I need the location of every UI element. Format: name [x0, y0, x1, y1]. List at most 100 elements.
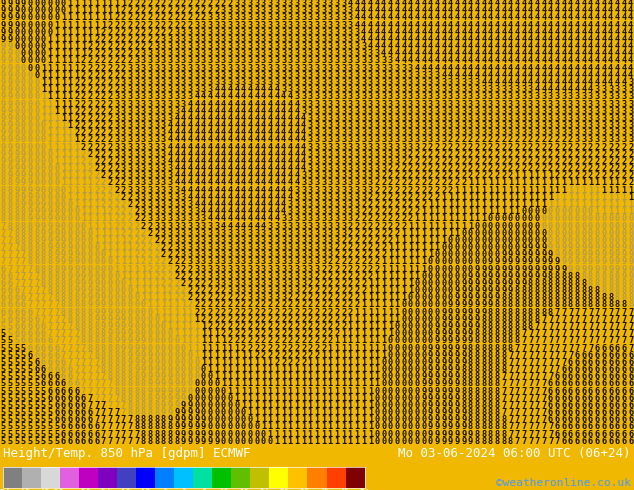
Text: 3: 3 — [401, 71, 406, 80]
Text: 0: 0 — [261, 430, 266, 439]
Text: 4: 4 — [628, 21, 633, 29]
Text: 3: 3 — [621, 128, 626, 137]
Text: 4: 4 — [461, 0, 467, 8]
Text: 4: 4 — [221, 114, 226, 123]
Text: 0: 0 — [415, 315, 420, 324]
Text: 8: 8 — [581, 300, 586, 310]
Text: 1: 1 — [448, 221, 453, 231]
Text: 3: 3 — [141, 143, 146, 151]
Text: 0: 0 — [14, 114, 19, 123]
Text: 3: 3 — [314, 93, 320, 101]
Text: 8: 8 — [134, 372, 139, 381]
Text: 9: 9 — [621, 257, 626, 267]
Text: 0: 0 — [27, 114, 33, 123]
Text: 3: 3 — [188, 257, 193, 267]
Text: 1: 1 — [508, 178, 513, 188]
Text: 0: 0 — [394, 379, 399, 389]
Text: 7: 7 — [521, 401, 526, 410]
Text: 4: 4 — [235, 143, 240, 151]
Text: 7: 7 — [521, 336, 526, 345]
Text: 3: 3 — [474, 114, 480, 123]
Text: 0: 0 — [48, 164, 53, 173]
Text: 9: 9 — [461, 286, 467, 295]
Text: 9: 9 — [141, 351, 146, 360]
Text: 4: 4 — [528, 42, 533, 51]
Text: 2: 2 — [361, 236, 366, 245]
Text: 3: 3 — [174, 93, 179, 101]
Text: 6: 6 — [568, 372, 573, 381]
Text: 12: 12 — [219, 489, 229, 490]
Text: 0: 0 — [561, 214, 567, 223]
Text: 1: 1 — [361, 422, 366, 432]
Text: 0: 0 — [461, 236, 467, 245]
Text: 3: 3 — [408, 85, 413, 94]
Text: 8: 8 — [615, 279, 620, 288]
Text: 1: 1 — [561, 186, 567, 195]
Text: 3: 3 — [154, 193, 160, 202]
Text: 0: 0 — [201, 394, 206, 403]
Text: 3: 3 — [154, 186, 160, 195]
Text: 9: 9 — [495, 265, 500, 273]
Text: 4: 4 — [181, 128, 186, 137]
Text: 2: 2 — [261, 336, 266, 345]
Text: 0: 0 — [488, 229, 493, 238]
Text: 0: 0 — [148, 336, 153, 345]
Text: 3: 3 — [508, 93, 513, 101]
Text: 9: 9 — [41, 214, 46, 223]
Text: 3: 3 — [268, 49, 273, 58]
Text: 2: 2 — [354, 243, 359, 252]
Text: 1: 1 — [354, 358, 359, 367]
Text: 7: 7 — [34, 279, 39, 288]
Text: 5: 5 — [34, 437, 39, 446]
Text: 9: 9 — [67, 250, 73, 259]
Text: 1: 1 — [248, 401, 253, 410]
Text: 4: 4 — [228, 172, 233, 180]
Text: 2: 2 — [561, 164, 567, 173]
Text: 2: 2 — [307, 279, 313, 288]
Text: 24: 24 — [259, 489, 269, 490]
Text: 1: 1 — [48, 135, 53, 145]
Text: 3: 3 — [235, 28, 240, 37]
Text: 0: 0 — [108, 294, 113, 302]
Text: 4: 4 — [254, 157, 259, 166]
Text: 4: 4 — [548, 56, 553, 66]
Text: 9: 9 — [188, 416, 193, 424]
Text: 2: 2 — [401, 193, 406, 202]
Text: 2: 2 — [441, 143, 446, 151]
Text: 4: 4 — [448, 71, 453, 80]
Text: 4: 4 — [261, 164, 266, 173]
Text: 4: 4 — [574, 28, 580, 37]
Text: 8: 8 — [101, 329, 106, 338]
Text: 1: 1 — [361, 394, 366, 403]
Text: 9: 9 — [541, 250, 547, 259]
Text: 3: 3 — [261, 229, 266, 238]
Text: 2: 2 — [448, 150, 453, 159]
Text: 3: 3 — [188, 250, 193, 259]
Text: 3: 3 — [601, 128, 607, 137]
Text: 3: 3 — [301, 178, 306, 188]
Text: 6: 6 — [595, 365, 600, 374]
Text: 3: 3 — [354, 28, 359, 37]
Text: 3: 3 — [334, 114, 340, 123]
Text: 8: 8 — [588, 272, 593, 281]
Text: 9: 9 — [461, 437, 467, 446]
Text: 2: 2 — [415, 207, 420, 216]
Text: 1: 1 — [415, 257, 420, 267]
Text: 3: 3 — [321, 128, 327, 137]
Text: 4: 4 — [441, 13, 446, 23]
Text: 1: 1 — [468, 207, 473, 216]
Text: 3: 3 — [268, 221, 273, 231]
Text: 3: 3 — [254, 13, 259, 23]
Text: 6: 6 — [621, 343, 626, 352]
Text: 4: 4 — [461, 56, 467, 66]
Text: 1: 1 — [347, 351, 353, 360]
Text: 2: 2 — [108, 107, 113, 116]
Text: 4: 4 — [174, 121, 179, 130]
Text: 7: 7 — [595, 322, 600, 331]
Text: 1: 1 — [108, 13, 113, 23]
Text: 1: 1 — [354, 351, 359, 360]
Text: 9: 9 — [441, 401, 446, 410]
Text: 1: 1 — [515, 207, 520, 216]
Text: 4: 4 — [207, 157, 213, 166]
Text: 4: 4 — [354, 0, 359, 8]
